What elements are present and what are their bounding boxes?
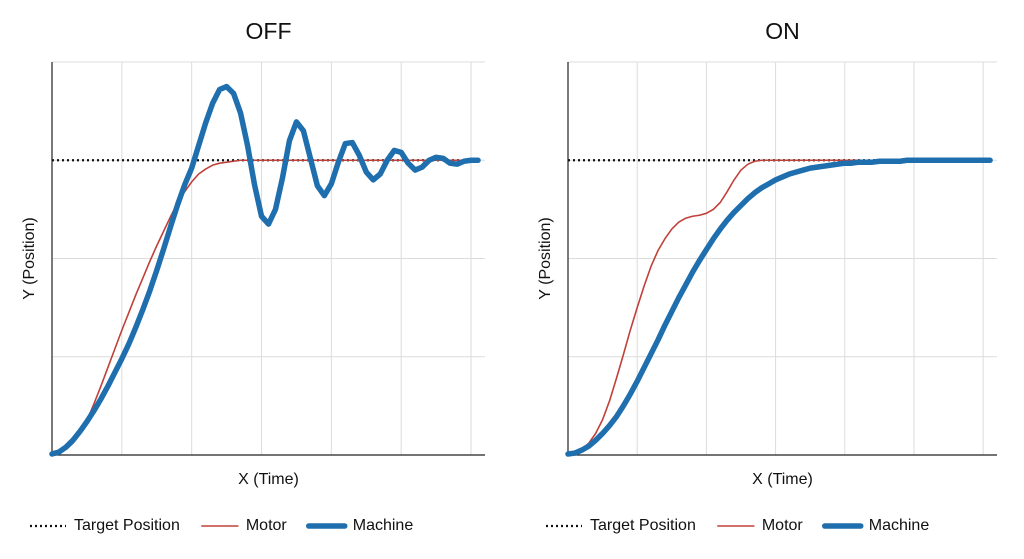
x-axis-label: X (Time) — [238, 471, 299, 488]
legend-label: Machine — [869, 517, 930, 534]
chart-title: OFF — [246, 18, 292, 44]
legend-label: Motor — [762, 517, 804, 534]
series-line — [565, 157, 993, 457]
legend-label: Motor — [246, 517, 288, 534]
legend-label: Target Position — [74, 517, 180, 534]
y-axis-label: Y (Position) — [21, 217, 38, 299]
chart-title: ON — [765, 18, 800, 44]
series-line — [567, 159, 991, 454]
series-line — [49, 83, 481, 457]
x-axis-label: X (Time) — [752, 471, 813, 488]
legend-label: Target Position — [590, 517, 696, 534]
legend-label: Machine — [353, 517, 414, 534]
y-axis-label: Y (Position) — [537, 217, 554, 299]
series-line — [51, 159, 479, 454]
